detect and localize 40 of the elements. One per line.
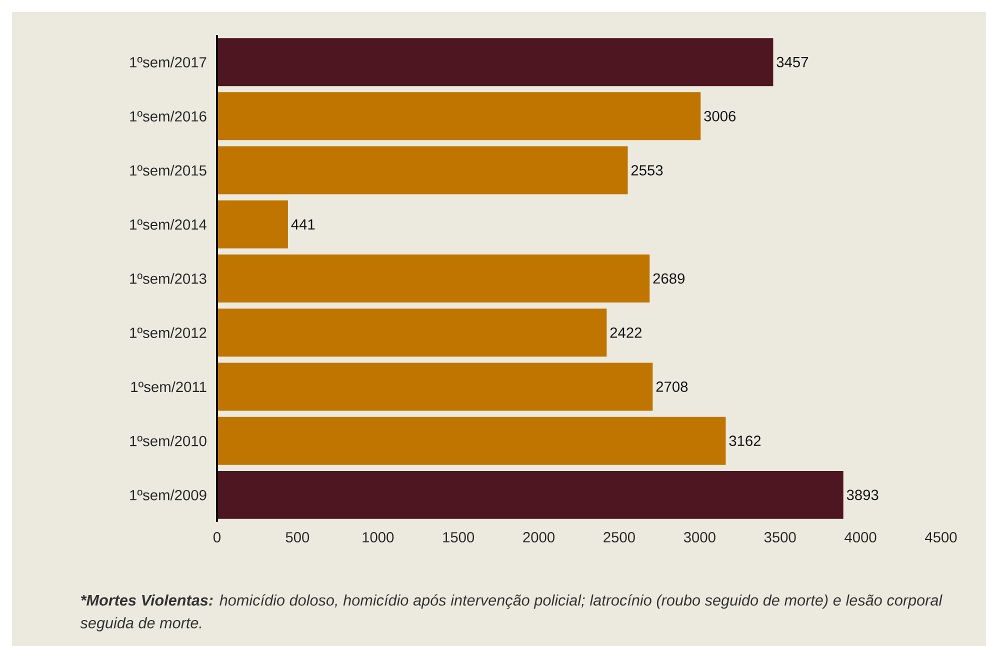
data-label: 441 bbox=[291, 219, 315, 230]
x-tick-label: 1000 bbox=[362, 532, 394, 542]
y-tick-label: 1ºsem/2014 bbox=[130, 219, 207, 230]
bar bbox=[217, 38, 774, 86]
y-tick-label: 1ºsem/2012 bbox=[130, 327, 206, 338]
bar bbox=[217, 146, 628, 194]
y-tick-label: 1ºsem/2016 bbox=[130, 110, 206, 122]
data-label: 2422 bbox=[610, 328, 642, 338]
data-label: 3162 bbox=[729, 436, 761, 446]
text: *Mortes Violentas: bbox=[80, 594, 213, 606]
bar bbox=[217, 200, 288, 248]
text: homicídio doloso, homicídio após intervenção policial; latrocínio (roubo seguido de morte) e lesão corporal bbox=[220, 594, 942, 609]
x-tick-label: 0 bbox=[213, 532, 220, 542]
y-tick-label: 1ºsem/2011 bbox=[131, 381, 206, 392]
x-tick-label: 4500 bbox=[925, 532, 957, 542]
text: seguida de morte. bbox=[80, 617, 202, 632]
x-tick-label: 500 bbox=[286, 532, 310, 542]
data-label: 3893 bbox=[846, 490, 878, 500]
x-tick-label: 1500 bbox=[443, 532, 474, 542]
bar bbox=[217, 254, 650, 303]
data-label: 2553 bbox=[631, 165, 663, 176]
bar bbox=[217, 308, 607, 357]
x-tick-label: 3000 bbox=[684, 532, 716, 542]
y-tick-label: 1ºsem/2013 bbox=[130, 273, 206, 284]
data-label: 3457 bbox=[776, 56, 808, 68]
y-tick-label: 1ºsem/2015 bbox=[130, 164, 206, 176]
data-label: 3006 bbox=[704, 111, 736, 122]
x-tick-label: 4000 bbox=[844, 532, 876, 542]
bar bbox=[217, 362, 653, 411]
y-tick-label: 1ºsem/2017 bbox=[130, 56, 206, 68]
y-tick-label: 1ºsem/2009 bbox=[130, 490, 206, 500]
bar bbox=[217, 470, 844, 519]
data-label: 2708 bbox=[656, 382, 688, 392]
x-tick-label: 2000 bbox=[523, 532, 554, 542]
data-label: 2689 bbox=[653, 273, 684, 284]
y-tick-label: 1ºsem/2010 bbox=[130, 435, 206, 446]
bar bbox=[217, 416, 726, 465]
bar bbox=[217, 92, 701, 140]
x-tick-label: 2500 bbox=[604, 532, 635, 542]
x-tick-label: 3500 bbox=[764, 532, 796, 542]
